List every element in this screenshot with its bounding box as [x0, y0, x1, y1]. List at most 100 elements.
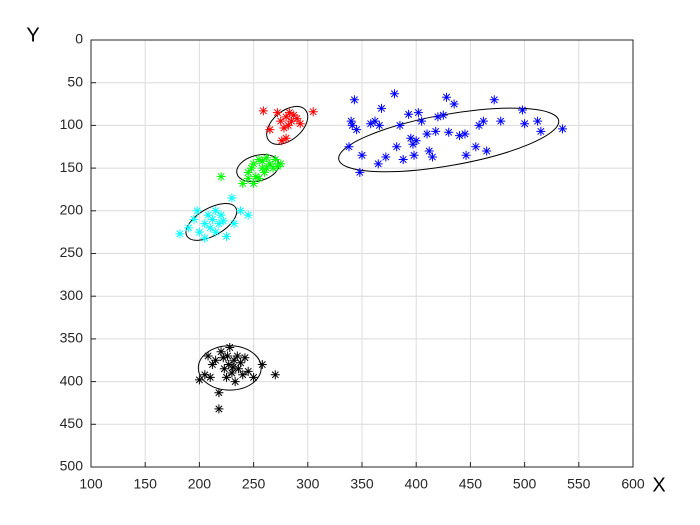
- point: [411, 136, 421, 146]
- point: [194, 227, 204, 237]
- y-tick-label: 400: [60, 372, 84, 388]
- x-tick-label: 500: [513, 476, 537, 492]
- y-tick-label: 100: [60, 116, 84, 132]
- point: [355, 167, 365, 177]
- point: [223, 351, 233, 361]
- point: [207, 214, 217, 224]
- point: [218, 216, 228, 226]
- point: [262, 163, 272, 173]
- point: [216, 172, 226, 182]
- point: [270, 155, 280, 165]
- point: [207, 360, 217, 370]
- x-tick-label: 600: [621, 476, 645, 492]
- y-tick-label: 500: [60, 458, 84, 474]
- x-tick-label: 200: [188, 476, 212, 492]
- point: [347, 120, 357, 130]
- point: [398, 155, 408, 165]
- point: [214, 404, 224, 414]
- point: [374, 120, 384, 130]
- point: [281, 133, 291, 143]
- point: [482, 146, 492, 156]
- point: [249, 372, 259, 382]
- cluster-ellipse: [185, 203, 238, 241]
- marks: [175, 89, 568, 414]
- point: [211, 355, 221, 365]
- point: [216, 210, 226, 220]
- point: [276, 159, 286, 169]
- point: [243, 173, 253, 183]
- point: [289, 110, 299, 120]
- point: [478, 116, 488, 126]
- y-tick-label: 150: [60, 159, 84, 175]
- point: [406, 133, 416, 143]
- point: [404, 109, 414, 119]
- y-tick-label: 0: [75, 31, 83, 47]
- point: [233, 364, 243, 374]
- point: [349, 95, 359, 105]
- point: [272, 108, 282, 118]
- point: [281, 112, 291, 122]
- y-tick-label: 350: [60, 330, 84, 346]
- point: [284, 108, 294, 118]
- point: [219, 364, 229, 374]
- point: [270, 370, 280, 380]
- point: [533, 116, 543, 126]
- point: [224, 360, 234, 370]
- point: [346, 116, 356, 126]
- x-tick-label: 450: [459, 476, 483, 492]
- point: [474, 120, 484, 130]
- point: [229, 219, 239, 229]
- point: [536, 126, 546, 136]
- point: [214, 219, 224, 229]
- point: [413, 108, 423, 118]
- point: [259, 167, 269, 177]
- point: [257, 156, 267, 166]
- x-tick-label: 150: [134, 476, 158, 492]
- x-tick-label: 350: [350, 476, 374, 492]
- point: [408, 139, 418, 149]
- point: [229, 355, 239, 365]
- point: [471, 142, 481, 152]
- point: [222, 372, 231, 382]
- point: [251, 172, 261, 182]
- point: [287, 116, 297, 126]
- point: [249, 178, 259, 188]
- point: [222, 231, 231, 241]
- point: [377, 103, 387, 113]
- point: [243, 366, 253, 376]
- x-tick-label: 300: [296, 476, 320, 492]
- point: [444, 127, 454, 137]
- point: [243, 167, 253, 177]
- point: [265, 159, 275, 169]
- point: [230, 377, 240, 387]
- point: [352, 125, 362, 135]
- point: [257, 360, 267, 370]
- point: [238, 178, 248, 188]
- point: [392, 142, 402, 152]
- point: [192, 206, 202, 216]
- point: [517, 105, 527, 115]
- point: [381, 152, 391, 162]
- point: [357, 150, 367, 160]
- point: [268, 163, 278, 173]
- point: [277, 136, 287, 146]
- point: [240, 353, 250, 363]
- point: [417, 116, 427, 126]
- y-tick-label: 300: [60, 287, 84, 303]
- point: [409, 150, 419, 160]
- point: [520, 119, 530, 129]
- y-axis-title: Y: [26, 24, 39, 46]
- point: [276, 116, 286, 126]
- point: [225, 342, 235, 352]
- point: [236, 206, 246, 216]
- point: [216, 347, 226, 357]
- point: [205, 372, 215, 382]
- x-tick-label: 400: [405, 476, 429, 492]
- point: [424, 146, 434, 156]
- point: [279, 123, 289, 133]
- point: [295, 119, 305, 129]
- point: [254, 173, 264, 183]
